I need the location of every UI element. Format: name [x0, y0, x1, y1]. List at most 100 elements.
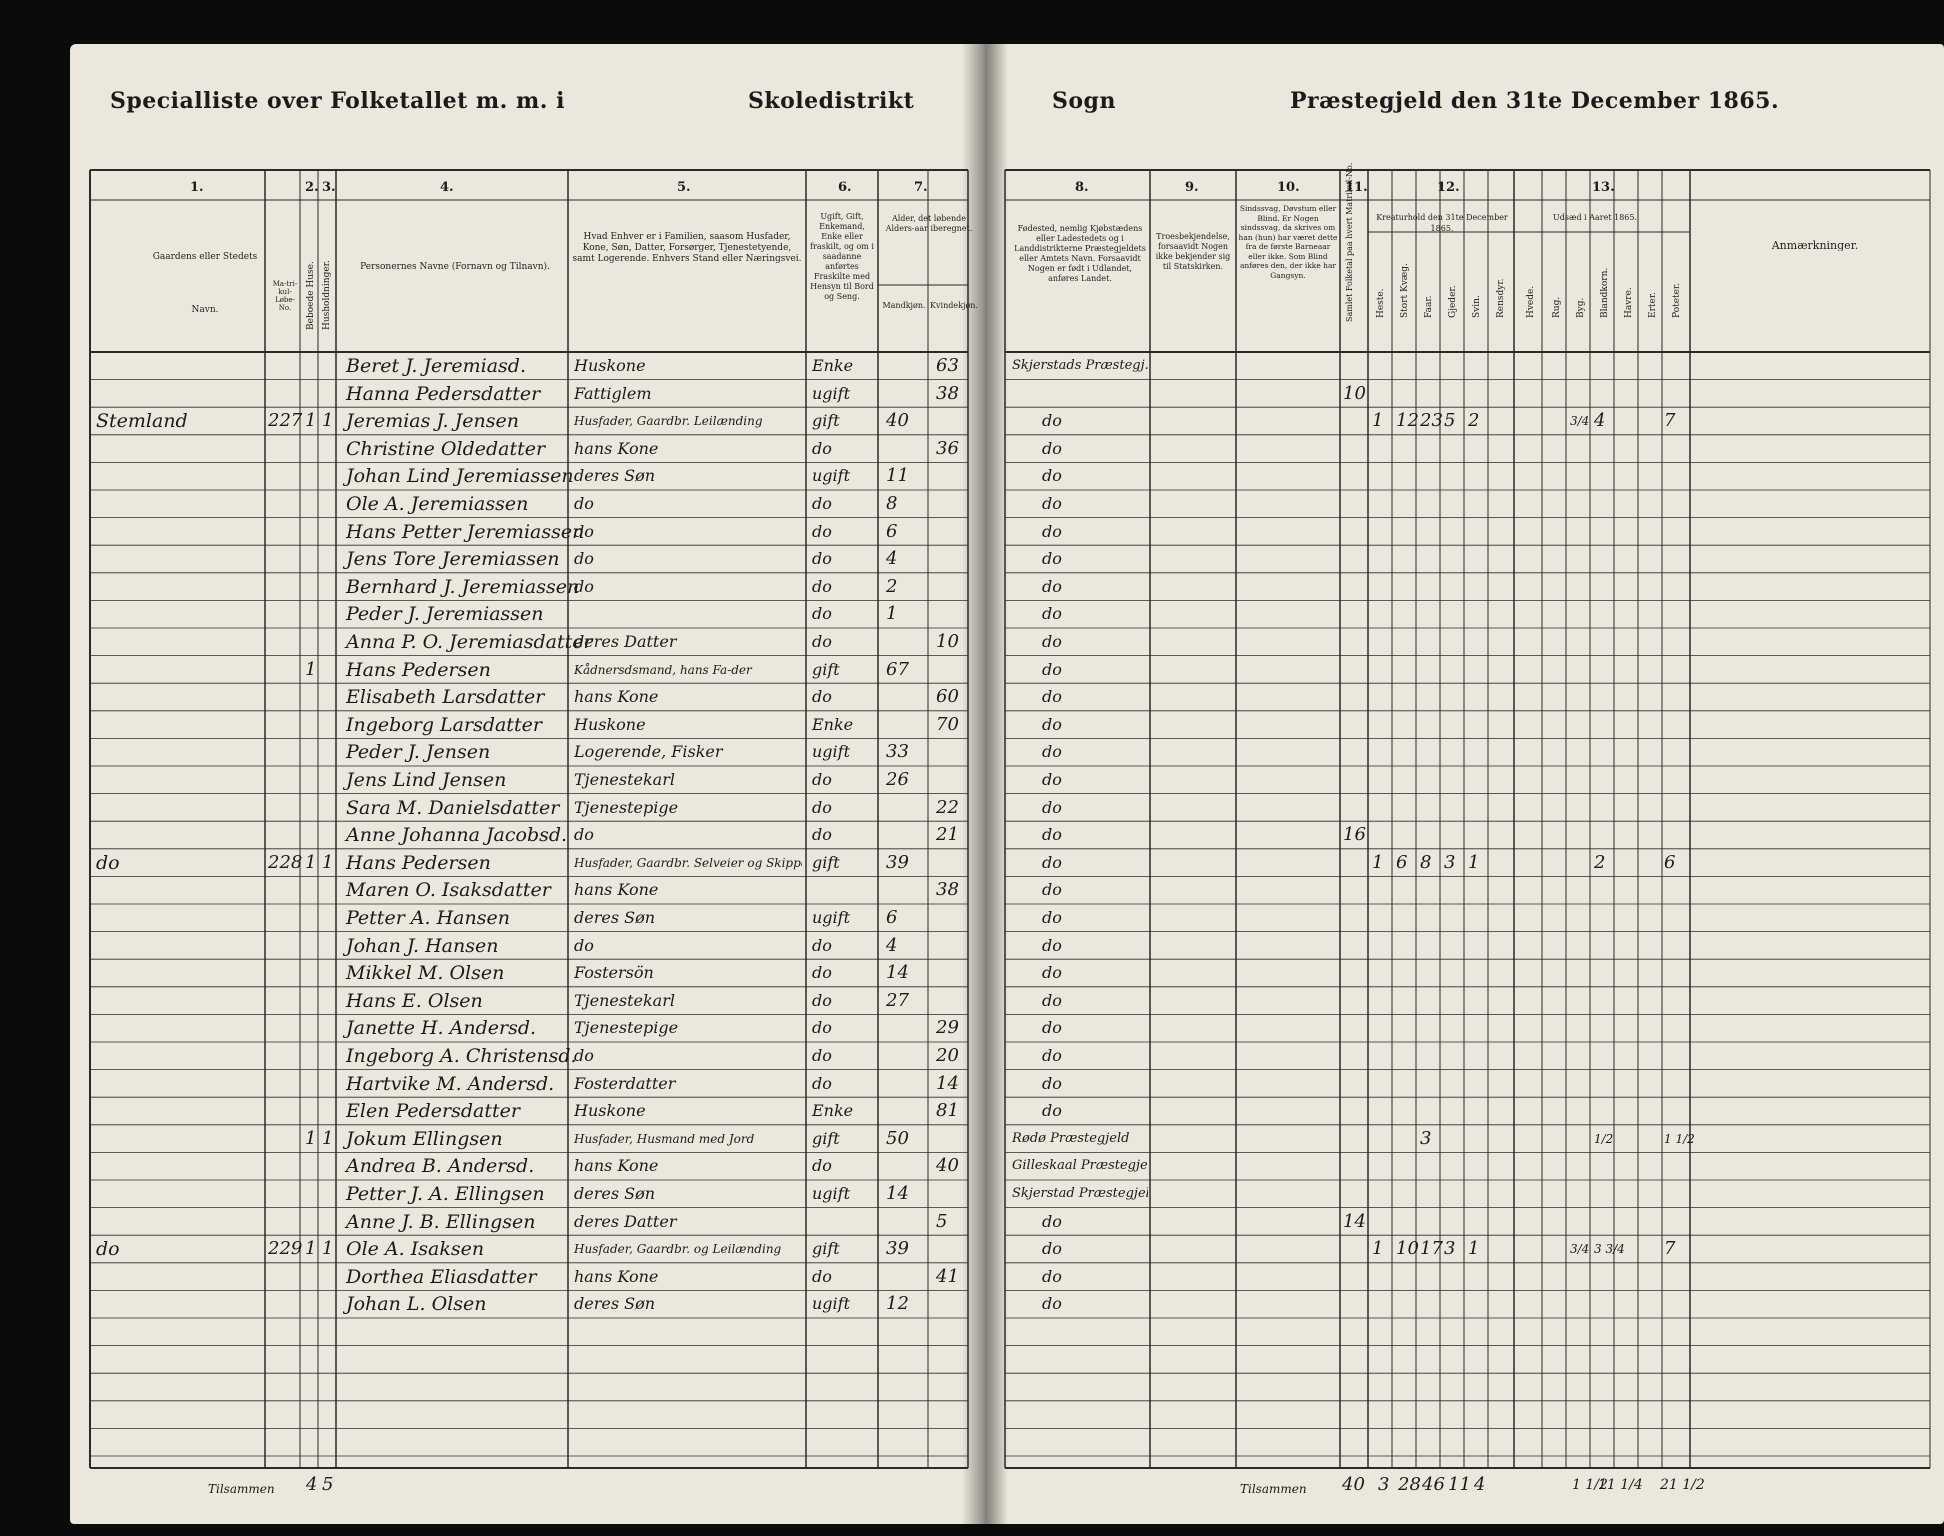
header-gjeder: Gjeder. — [1448, 285, 1458, 318]
header-navn: Navn. — [191, 305, 219, 315]
stand: deres Datter — [574, 632, 677, 651]
person-name: Hans Pedersen — [346, 658, 491, 681]
birthplace: do — [1042, 990, 1062, 1010]
stand: deres Søn — [574, 908, 656, 927]
person-name: Hartvike M. Andersd. — [346, 1072, 555, 1095]
matrikul-no: 227 — [268, 410, 303, 432]
header-rug: Rug. — [1552, 296, 1562, 318]
birthplace: do — [1042, 797, 1062, 817]
person-name: Elisabeth Larsdatter — [346, 686, 545, 709]
header-matr: Ma-tri-kul-Løbe-No. — [272, 280, 298, 312]
stat-kvaeg: 6 — [1396, 851, 1408, 873]
gaard-name: do — [96, 851, 120, 874]
stand: do — [574, 521, 594, 541]
stand: hans Kone — [574, 1156, 659, 1176]
civil-status: ugift — [812, 466, 851, 486]
colnum-8: 8. — [1075, 180, 1089, 195]
age-male: 14 — [886, 962, 909, 984]
stat-heste: 1 — [1372, 851, 1384, 873]
stat-gjeder: 5 — [1444, 410, 1456, 432]
stat-heste: 1 — [1372, 410, 1384, 432]
stand: deres Søn — [574, 466, 656, 486]
person-name: Janette H. Andersd. — [346, 1017, 537, 1040]
stand: deres Datter — [574, 1211, 677, 1231]
header-heste: Heste. — [1376, 288, 1386, 318]
civil-status: do — [812, 549, 832, 569]
age-female: 10 — [936, 631, 959, 652]
age-female: 41 — [936, 1265, 959, 1287]
stat-heste: 1 — [1372, 1238, 1384, 1260]
samlet-folketal: 14 — [1343, 1210, 1366, 1232]
birthplace: do — [1042, 1239, 1062, 1259]
age-male: 4 — [886, 548, 898, 570]
age-female: 38 — [936, 382, 959, 404]
birthplace: do — [1042, 908, 1062, 927]
stand: deres Søn — [574, 1294, 656, 1314]
stat-gjeder: 3 — [1444, 851, 1456, 873]
header-civil: Ugift, Gift, Enkemand, Enke eller fraski… — [810, 212, 874, 301]
header-kvinde: Kvindekjøn. — [930, 301, 978, 310]
header-poteter: Poteter. — [1672, 282, 1682, 318]
beboede-huse: 1 — [305, 1127, 317, 1149]
stand: Kådnersdsmand, hans Fa-der — [574, 662, 752, 677]
book-gutter — [962, 44, 1008, 1524]
person-name: Dorthea Eliasdatter — [346, 1265, 537, 1288]
age-female: 40 — [936, 1155, 959, 1177]
person-name: Johan J. Hansen — [346, 934, 499, 957]
age-male: 1 — [886, 603, 898, 625]
birthplace: do — [1042, 521, 1062, 541]
age-male: 33 — [886, 741, 909, 763]
birthplace: do — [1042, 1101, 1062, 1121]
person-name: Ingeborg Larsdatter — [346, 713, 542, 736]
person-name: Anna P. O. Jeremiasdatter — [346, 631, 593, 653]
stand: Husfader, Gaardbr. og Leilænding — [574, 1242, 782, 1257]
stand: Huskone — [574, 1101, 646, 1121]
birthplace: do — [1042, 1018, 1062, 1038]
stand: do — [574, 549, 594, 569]
person-name: Jens Lind Jensen — [346, 769, 507, 791]
age-female: 63 — [936, 355, 959, 376]
birthplace: do — [1042, 1073, 1062, 1093]
age-male: 39 — [886, 851, 909, 873]
total-right-byg: 1 1/2 — [1572, 1477, 1608, 1493]
header-havre: Havre. — [1624, 287, 1634, 318]
matrikul-no: 228 — [268, 851, 303, 873]
stand: Tjenestepige — [574, 1018, 679, 1038]
stand: do — [574, 825, 594, 845]
civil-status: do — [812, 1046, 832, 1065]
civil-status: do — [812, 1266, 832, 1286]
header-beboede-huse: Beboede Huse. — [306, 261, 316, 330]
stand: do — [574, 576, 594, 596]
age-male: 4 — [886, 934, 898, 956]
total-right-label: Tilsammen — [1240, 1482, 1307, 1496]
civil-status: do — [812, 963, 832, 983]
civil-status: gift — [812, 659, 840, 679]
total-left-hh: 5 — [322, 1474, 334, 1495]
header-mand: Mandkjøn. — [882, 301, 926, 310]
person-name: Hans Petter Jeremiassen — [346, 520, 585, 543]
person-name: Jens Tore Jeremiassen — [346, 548, 560, 571]
total-right-faar: 46 — [1422, 1474, 1445, 1495]
age-female: 70 — [936, 713, 959, 735]
stand: Huskone — [574, 356, 646, 375]
person-name: Petter J. A. Ellingsen — [346, 1183, 545, 1205]
age-female: 21 — [936, 824, 959, 846]
colnum-10: 10. — [1277, 180, 1300, 195]
age-male: 39 — [886, 1238, 909, 1260]
husholdning: 1 — [322, 1238, 334, 1260]
total-right-samlet: 40 — [1342, 1474, 1365, 1495]
husholdning: 1 — [322, 1127, 334, 1149]
civil-status: gift — [812, 852, 840, 872]
age-male: 67 — [886, 658, 909, 680]
colnum-2: 2. — [305, 180, 319, 195]
age-female: 22 — [936, 796, 959, 818]
stand: hans Kone — [574, 1266, 659, 1286]
header-personer: Personernes Navne (Fornavn og Tilnavn). — [360, 262, 550, 272]
person-name: Anne Johanna Jacobsd. — [346, 824, 568, 847]
stand: Tjenestepige — [574, 797, 679, 817]
beboede-huse: 1 — [305, 851, 317, 873]
beboede-huse: 1 — [305, 410, 317, 432]
birthplace: Rødø Præstegjeld — [1012, 1130, 1130, 1146]
birthplace: do — [1042, 880, 1062, 900]
stand: hans Kone — [574, 438, 659, 458]
